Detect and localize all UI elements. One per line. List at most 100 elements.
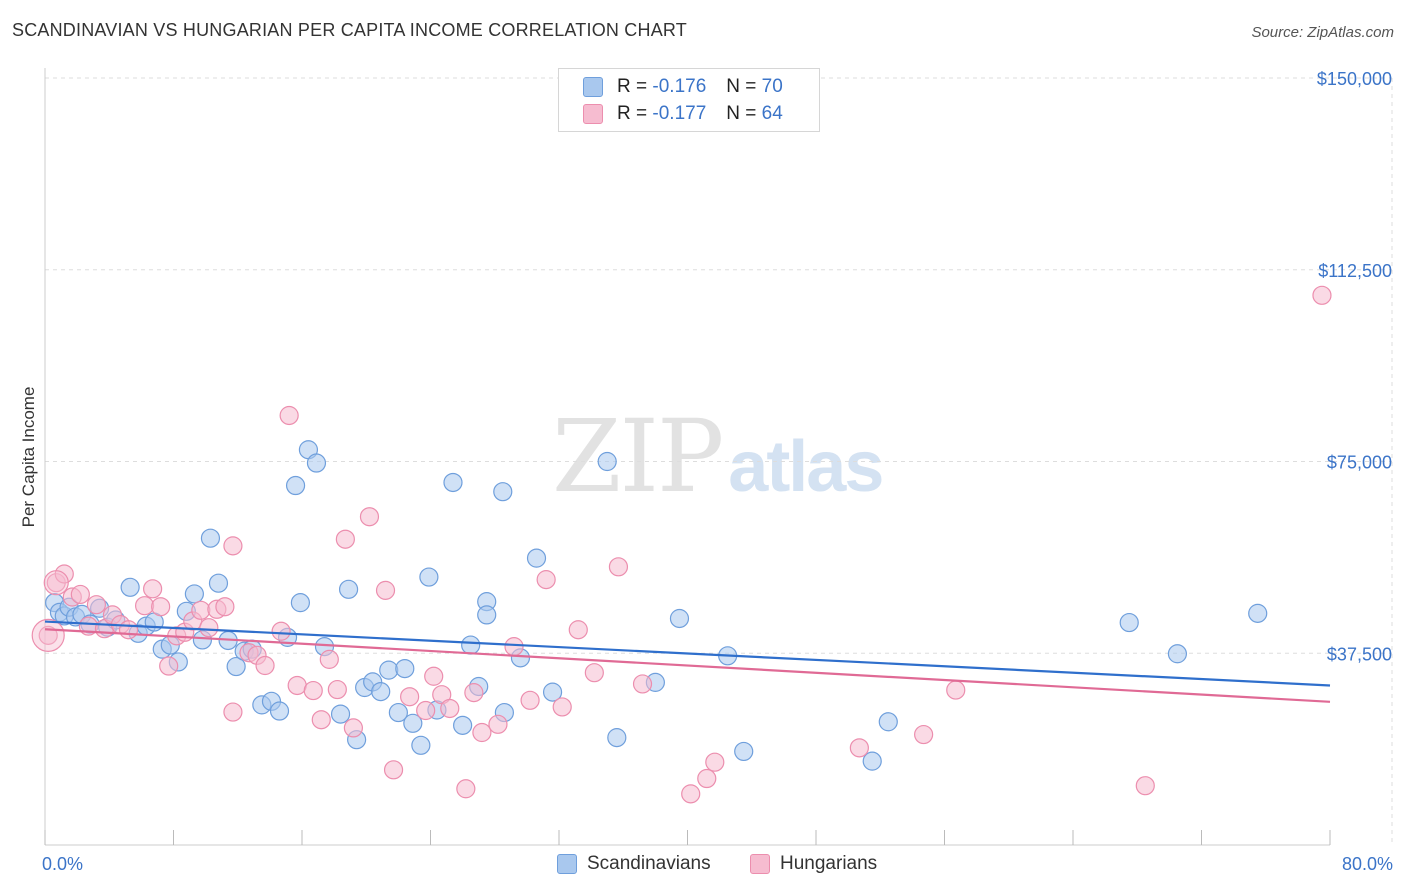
- hungarian-point: [319, 649, 339, 669]
- y-tick-label: $150,000: [1317, 69, 1392, 89]
- bottom-legend-hungarians: Hungarians: [750, 851, 877, 877]
- bottom-legend-swatch-blue: [557, 854, 577, 874]
- hungarian-point: [914, 724, 934, 745]
- hungarian-point-large: [31, 618, 65, 652]
- scandinavian-point: [120, 577, 140, 597]
- hungarian-point: [400, 687, 420, 707]
- scandinavian-point: [395, 658, 415, 679]
- scandinavian-point: [878, 712, 898, 732]
- scandinavian-point: [669, 608, 690, 629]
- hungarian-point: [440, 698, 460, 719]
- bottom-legend-label: Hungarians: [780, 853, 878, 874]
- hungarian-point: [552, 697, 572, 717]
- scandinavian-point: [330, 704, 351, 724]
- scandinavian-point: [1167, 644, 1188, 664]
- trend-lines: [44, 620, 1331, 703]
- legend-n-label: N =: [726, 103, 757, 124]
- scandinavian-point: [419, 567, 439, 587]
- scandinavian-point: [411, 735, 431, 755]
- legend-r-label: R =: [617, 76, 648, 97]
- hungarian-point: [327, 679, 347, 700]
- hungarian-point: [223, 702, 243, 722]
- hungarian-point: [1135, 776, 1155, 796]
- hungarian-point: [191, 600, 211, 620]
- hungarian-point: [568, 620, 588, 640]
- scandinavian-point: [269, 701, 290, 721]
- scandinavian-point: [477, 605, 497, 625]
- hungarian-point: [223, 536, 243, 556]
- hungarian-point: [86, 595, 107, 615]
- hungarian-point: [151, 597, 171, 617]
- scandinavian-point: [290, 593, 310, 613]
- data-points: [31, 285, 1332, 804]
- hungarian-point: [38, 625, 58, 645]
- hungarian-point: [255, 655, 275, 676]
- legend-row-scandinavians: R = -0.176 N = 70: [583, 75, 783, 99]
- x-tick-label: 80.0%: [1342, 854, 1393, 874]
- bottom-legend-label: Scandinavians: [587, 853, 711, 874]
- scandinavian-point: [226, 656, 246, 677]
- legend-r-value: -0.177: [652, 103, 707, 124]
- hungarian-point: [504, 637, 524, 657]
- hungarian-point-large: [43, 570, 69, 596]
- hungarian-point: [1312, 285, 1332, 305]
- scandinavian-point: [388, 702, 408, 723]
- legend-r-value: -0.176: [652, 76, 707, 97]
- hungarian-point: [383, 760, 404, 780]
- hungarian-point: [279, 405, 299, 426]
- hungarian-point: [632, 674, 653, 694]
- bottom-legend-swatch-pink: [750, 854, 770, 874]
- y-tick-label: $112,500: [1318, 261, 1392, 281]
- hungarian-point: [520, 690, 540, 710]
- scandinavian-point: [607, 728, 627, 748]
- hungarian-point: [159, 656, 179, 676]
- scandinavian-point: [862, 751, 882, 771]
- hungarian-point: [143, 579, 163, 599]
- scandinavian-point: [1248, 603, 1268, 623]
- hungarian-point: [303, 680, 323, 701]
- scandinavian-point: [403, 713, 423, 733]
- scandinavian-point: [371, 681, 391, 702]
- x-tick-label: 0.0%: [42, 854, 83, 874]
- hungarian-point: [584, 663, 604, 683]
- hungarian-point: [134, 596, 155, 616]
- hungarian-point: [215, 597, 235, 617]
- scandinavian-point: [184, 584, 204, 604]
- scandinavian-point: [338, 579, 359, 599]
- scandinavian-point: [734, 741, 754, 762]
- hungarian-point: [199, 618, 219, 638]
- scandinavian-point: [285, 475, 306, 496]
- legend-row-hungarians: R = -0.177 N = 64: [583, 102, 783, 126]
- scandinavian-trend-line: [44, 620, 1331, 687]
- hungarian-point: [456, 779, 476, 799]
- chart-title: SCANDINAVIAN VS HUNGARIAN PER CAPITA INC…: [12, 20, 687, 40]
- scandinavian-point: [597, 451, 617, 472]
- y-axis-label: Per Capita Income: [19, 387, 38, 528]
- hungarian-point: [681, 784, 701, 804]
- hungarian-point: [705, 752, 725, 772]
- hungarian-point: [70, 584, 90, 605]
- bottom-legend-scandinavians: Scandinavians: [557, 851, 711, 877]
- hungarian-point: [359, 507, 380, 527]
- scandinavian-point: [453, 715, 473, 735]
- hungarian-point: [311, 710, 331, 730]
- legend-n-value: 64: [761, 103, 783, 124]
- hungarian-point: [536, 570, 556, 590]
- tick-labels: $37,500 $75,000 $112,500 $150,000 0.0% 80.0% P…: [19, 69, 1393, 874]
- hungarian-point: [849, 738, 869, 758]
- hungarian-point: [697, 768, 717, 789]
- y-tick-label: $37,500: [1327, 644, 1392, 664]
- legend-r-label: R =: [617, 103, 648, 124]
- legend-swatch-blue: [583, 77, 603, 97]
- legend-n-label: N =: [726, 76, 757, 97]
- correlation-legend: R = -0.176 N = 70 R = -0.177 N = 64: [558, 68, 820, 132]
- hungarian-point: [424, 666, 444, 686]
- hungarian-point: [946, 680, 966, 700]
- hungarian-point: [335, 529, 355, 549]
- y-tick-label: $75,000: [1327, 453, 1392, 473]
- hungarian-point: [375, 580, 396, 600]
- legend-n-value: 70: [761, 76, 783, 97]
- hungarian-point: [472, 722, 492, 743]
- scandinavian-point: [379, 660, 399, 680]
